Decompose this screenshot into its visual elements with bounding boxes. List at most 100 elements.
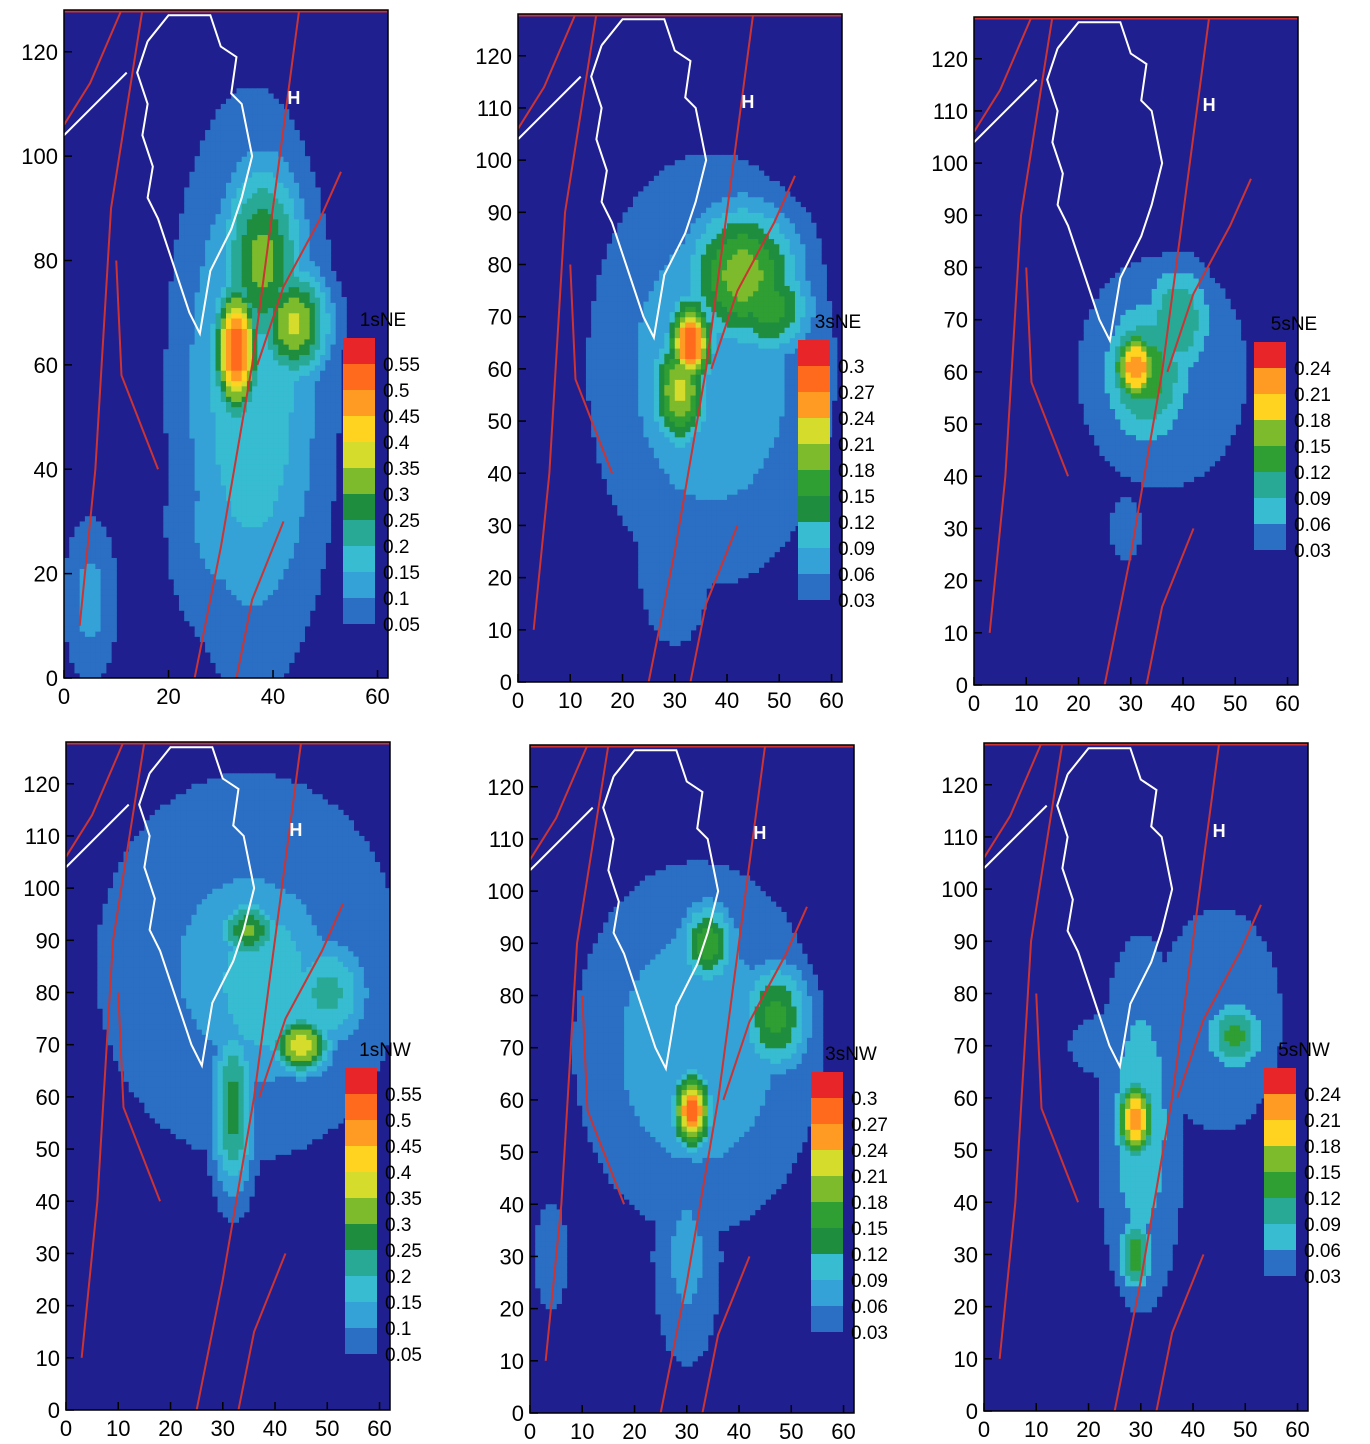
contour-cell [680, 593, 686, 600]
contour-cell [173, 563, 180, 570]
contour-cell [674, 577, 681, 584]
contour-cell [194, 437, 201, 444]
contour-cell [304, 344, 311, 350]
contour-cell [220, 604, 227, 611]
contour-cell [695, 400, 702, 407]
contour-cell [257, 542, 264, 549]
contour-cell [278, 432, 285, 439]
contour-cell [194, 453, 201, 460]
contour-cell [273, 354, 279, 361]
contour-cell [178, 521, 185, 528]
contour-cell [257, 370, 264, 376]
contour-cell [648, 196, 655, 203]
contour-cell [210, 354, 217, 361]
contour-cell [194, 171, 201, 178]
contour-cell [617, 306, 624, 313]
contour-cell [173, 255, 180, 262]
contour-cell [184, 484, 191, 491]
contour-cell [320, 401, 326, 408]
contour-cell [309, 516, 316, 523]
contour-cell [690, 598, 697, 605]
contour-cell [226, 599, 232, 606]
contour-cell [680, 269, 686, 276]
contour-cell [674, 426, 681, 433]
contour-cell [241, 223, 248, 230]
contour-cell [299, 396, 305, 403]
contour-cell [111, 636, 117, 643]
contour-cell [267, 203, 274, 209]
contour-cell [606, 410, 613, 417]
contour-cell [231, 103, 238, 110]
contour-cell [648, 468, 655, 474]
contour-cell [690, 405, 697, 412]
contour-cell [173, 479, 180, 486]
fault-line [256, 171, 342, 366]
contour-cell [215, 150, 222, 157]
contour-cell [627, 238, 634, 245]
contour-cell [215, 203, 222, 209]
contour-cell [680, 368, 686, 375]
contour-cell [288, 458, 295, 465]
contour-cell [262, 396, 269, 403]
contour-cell [215, 495, 222, 502]
contour-cell [659, 488, 665, 495]
contour-cell [680, 447, 686, 453]
contour-cell [659, 170, 665, 177]
contour-cell [267, 511, 274, 517]
contour-cell [273, 380, 279, 387]
contour-cell [278, 177, 285, 183]
contour-cell [189, 526, 196, 533]
contour-cell [695, 238, 702, 245]
contour-cell [695, 504, 702, 511]
contour-cell [205, 625, 211, 632]
contour-cell [685, 635, 692, 641]
contour-cell [246, 495, 253, 502]
contour-cell [194, 218, 201, 225]
legend-level-label: 0.4 [383, 433, 410, 454]
contour-cell [664, 181, 671, 187]
contour-cell [257, 526, 264, 533]
contour-cell [695, 243, 702, 250]
contour-cell [173, 359, 180, 366]
contour-cell [669, 295, 676, 302]
contour-cell [95, 672, 102, 678]
contour-cell [64, 589, 70, 596]
contour-cell [194, 500, 201, 507]
contour-cell [173, 547, 180, 554]
contour-cell [643, 525, 650, 532]
contour-cell [700, 410, 707, 417]
contour-cell [278, 657, 285, 663]
contour-cell [288, 177, 295, 183]
contour-cell [246, 255, 253, 262]
contour-cell [320, 213, 326, 220]
contour-cell [653, 561, 660, 568]
contour-cell [210, 286, 217, 293]
contour-cell [304, 218, 311, 225]
contour-cell [648, 269, 655, 276]
contour-cell [194, 521, 201, 528]
contour-cell [257, 662, 264, 669]
contour-cell [288, 542, 295, 549]
contour-cell [622, 290, 629, 297]
contour-cell [215, 297, 222, 303]
contour-cell [278, 276, 285, 282]
contour-cell [695, 478, 702, 485]
contour-cell [231, 422, 238, 429]
contour-cell [178, 604, 185, 611]
contour-cell [184, 573, 191, 580]
contour-cell [178, 213, 185, 220]
contour-cell [184, 464, 191, 470]
contour-cell [669, 535, 676, 542]
contour-cell [273, 140, 279, 147]
contour-cell [288, 359, 295, 366]
contour-cell [278, 328, 285, 335]
contour-cell [178, 401, 185, 408]
contour-cell [194, 156, 201, 162]
contour-cell [236, 177, 243, 183]
contour-cell [283, 359, 290, 366]
contour-cell [184, 197, 191, 204]
contour-cell [278, 604, 285, 611]
contour-cell [79, 631, 86, 637]
contour-cell [226, 265, 232, 272]
contour-cell [184, 297, 191, 303]
